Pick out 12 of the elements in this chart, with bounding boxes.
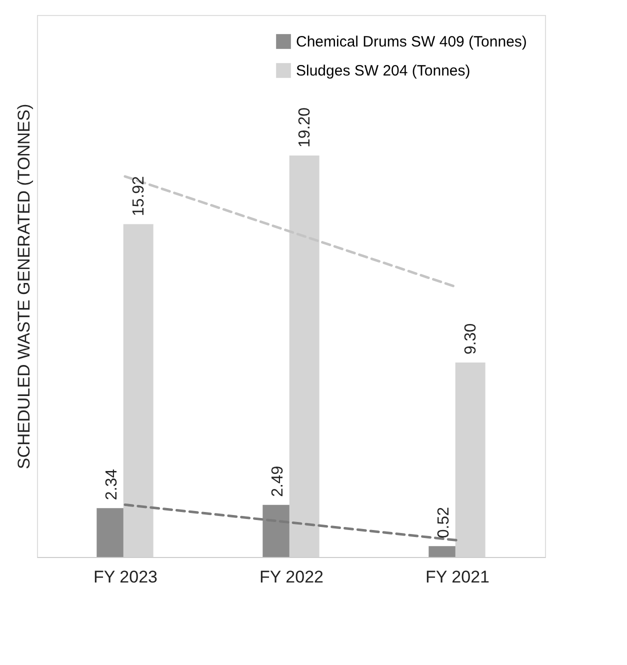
data-label: 19.20 [296,107,314,148]
x-tick-label: FY 2021 [426,568,490,586]
x-tick-label: FY 2022 [260,568,324,586]
data-label: 15.92 [130,176,148,216]
y-axis-title: SCHEDULED WASTE GENERATED (TONNES) [14,104,34,470]
data-label: 2.34 [104,468,121,500]
data-label: 9.30 [462,323,480,355]
legend-label: Sludges SW 204 (Tonnes) [296,62,470,80]
legend-label: Chemical Drums SW 409 (Tonnes) [296,34,527,50]
data-label: 2.49 [270,466,287,497]
data-label: 0.52 [436,506,453,538]
x-tick-label: FY 2023 [94,568,158,586]
